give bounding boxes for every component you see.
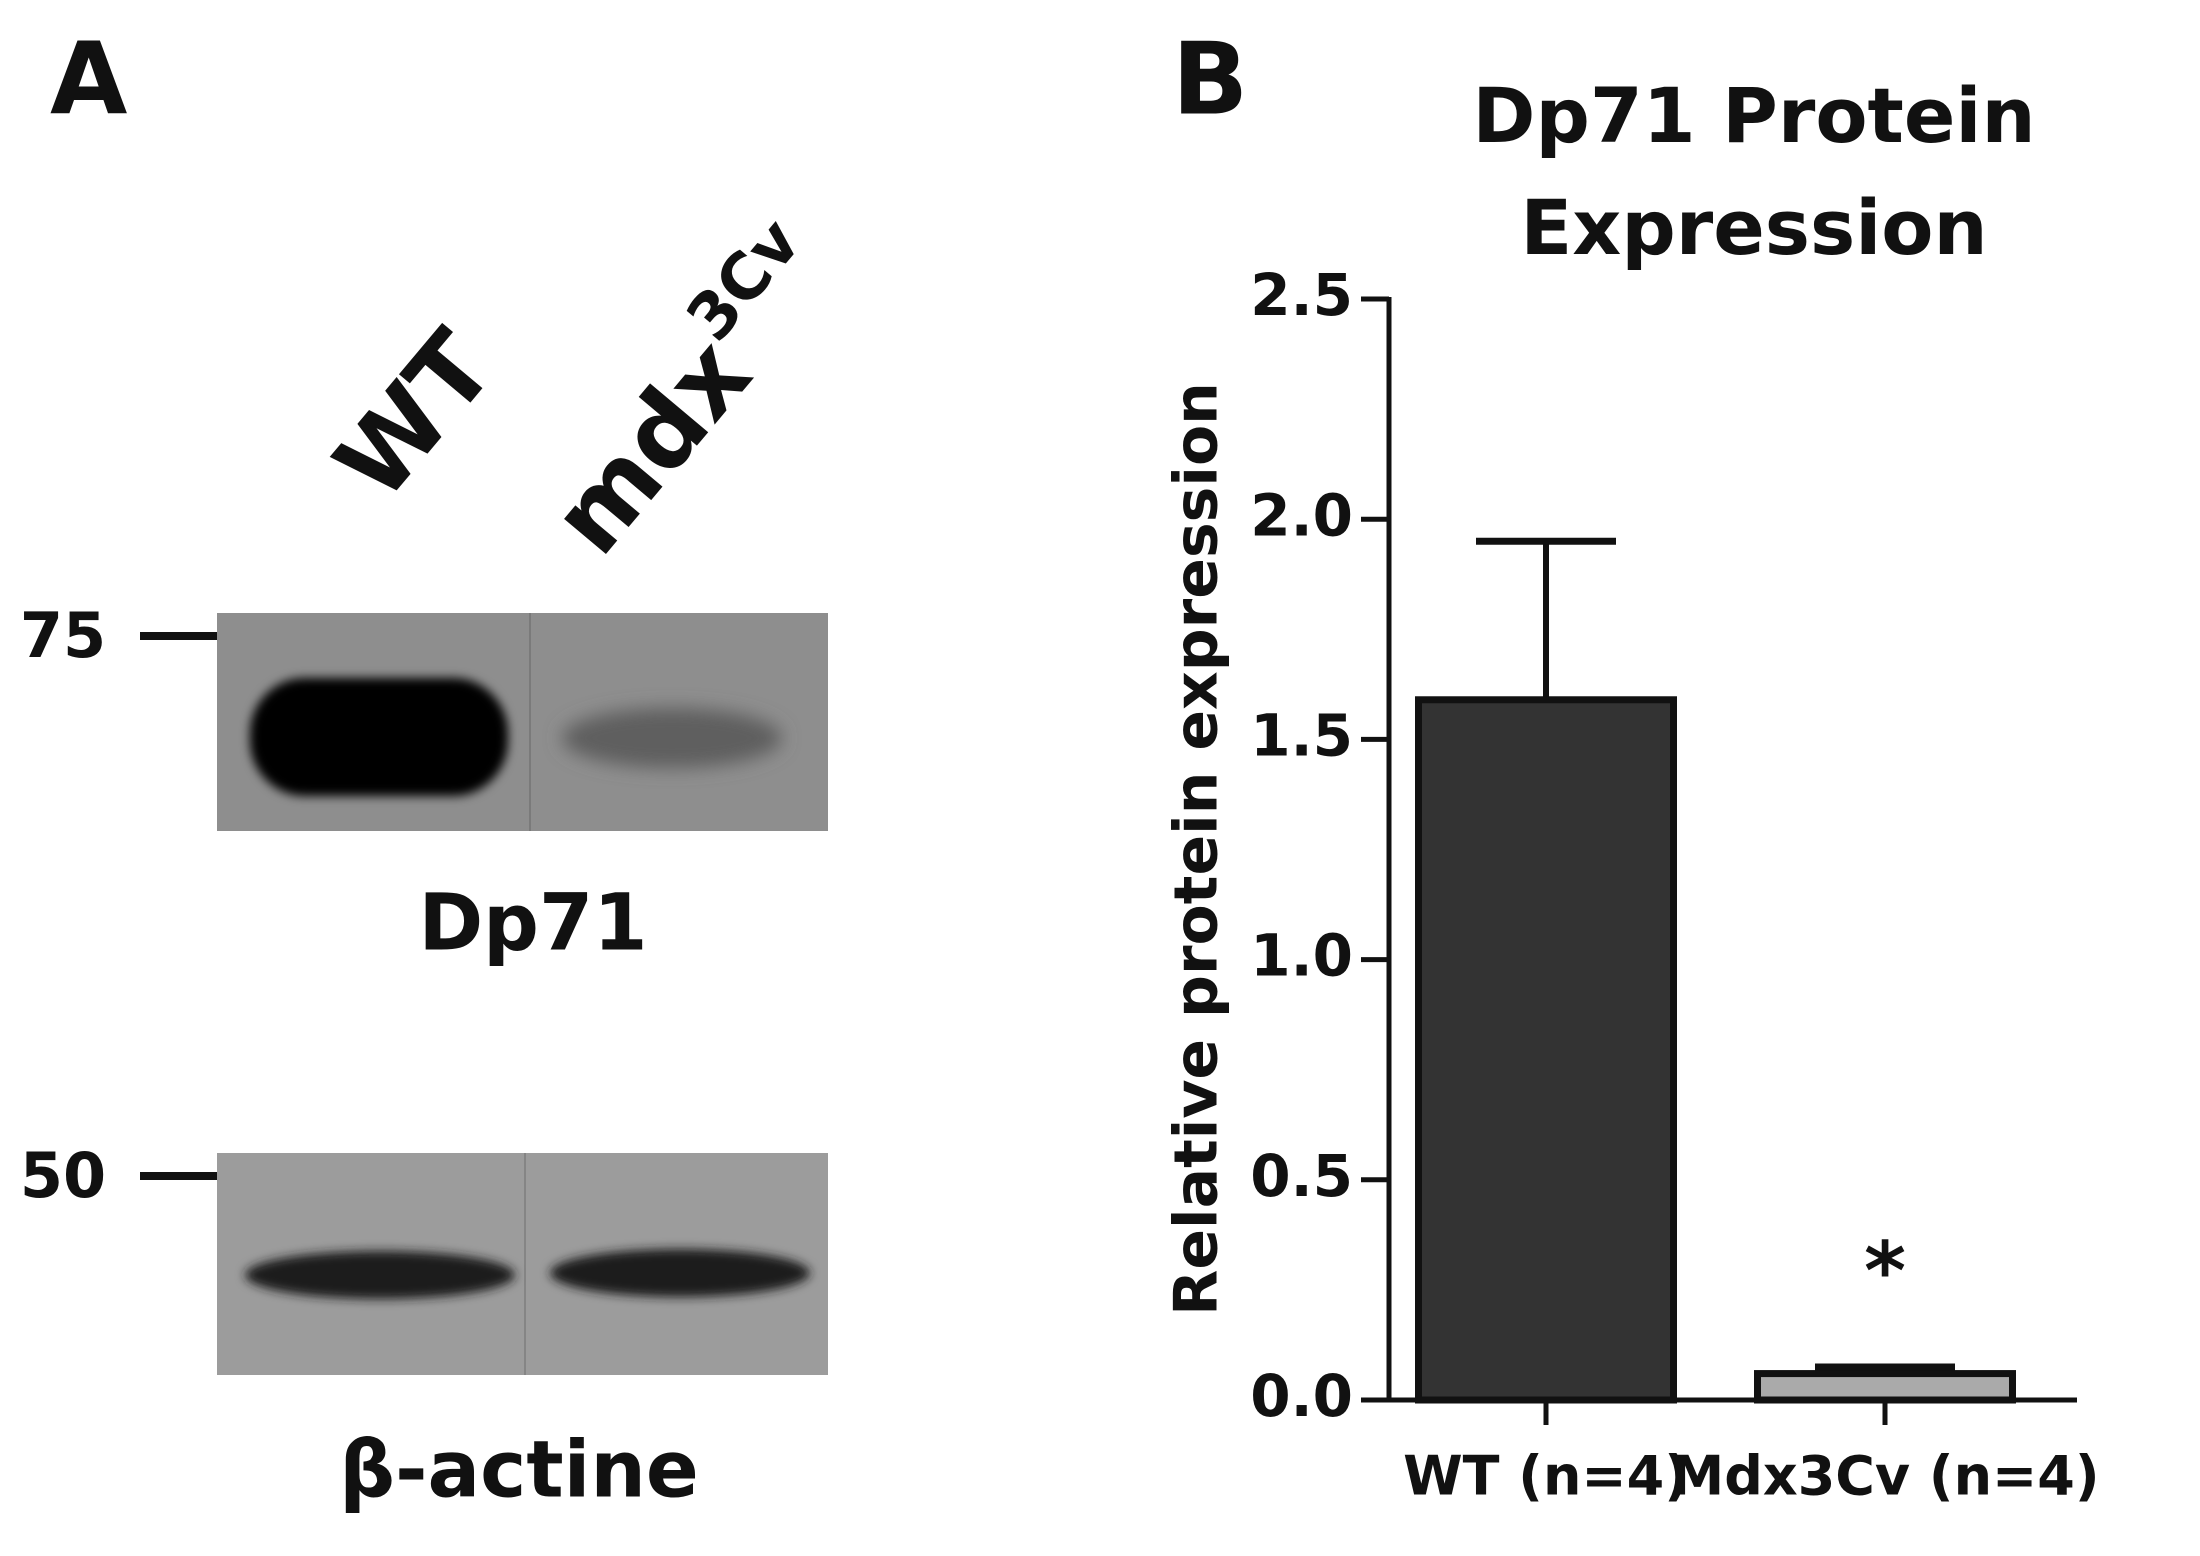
y-axis-label: Relative protein expression [1162, 382, 1232, 1316]
x-tick-label: WT (n=4) [1403, 1445, 1689, 1508]
lane-label: WT [312, 309, 516, 521]
lane-label: mdx3Cv [518, 205, 859, 576]
lane-label-text: mdx [530, 317, 774, 576]
chart-title: Dp71 Protein Expression [1472, 71, 2036, 272]
band [550, 1249, 810, 1297]
band [250, 678, 508, 796]
blot-label: β-actine [339, 1425, 699, 1515]
y-tick-label: 1.0 [1250, 922, 1353, 990]
blot-label: Dp71 [418, 878, 647, 968]
marker-label: 50 [20, 1139, 106, 1212]
lane-label-group: mdx3Cv [518, 205, 859, 576]
band [245, 1251, 515, 1299]
band [562, 708, 782, 768]
panel-label: B [1172, 20, 1248, 137]
y-tick-label: 2.0 [1250, 481, 1353, 549]
y-tick-label: 0.0 [1250, 1362, 1353, 1430]
marker-label: 75 [20, 599, 106, 672]
y-tick-label: 2.5 [1250, 261, 1353, 329]
bar [1754, 1370, 2016, 1404]
y-tick-label: 1.5 [1250, 702, 1353, 770]
x-tick-label: Mdx3Cv (n=4) [1670, 1445, 2099, 1508]
panel-label: A [50, 20, 127, 137]
annotation: * [1864, 1225, 1906, 1318]
bar [1415, 696, 1677, 1404]
y-tick-label: 0.5 [1250, 1142, 1353, 1210]
